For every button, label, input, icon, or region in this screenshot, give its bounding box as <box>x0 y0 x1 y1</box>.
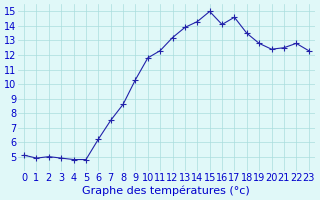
X-axis label: Graphe des températures (°c): Graphe des températures (°c) <box>83 185 250 196</box>
